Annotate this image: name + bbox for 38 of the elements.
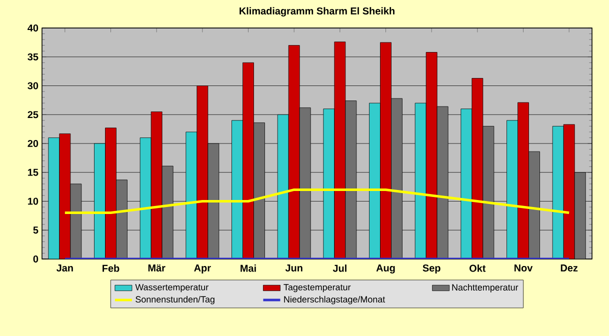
legend-label: Tagestemperatur <box>284 284 351 292</box>
y-tick-label: 5 <box>33 226 38 234</box>
bar <box>48 138 60 260</box>
x-tick-label: Jul <box>332 264 346 272</box>
y-tick-label: 35 <box>28 53 38 60</box>
bar <box>369 102 380 260</box>
bar <box>94 143 106 260</box>
y-tick-label: 30 <box>28 82 38 90</box>
x-tick-label: Apr <box>194 264 211 274</box>
x-tick-label: Feb <box>102 264 120 272</box>
y-tick-label: 20 <box>28 140 38 148</box>
bar <box>186 132 198 260</box>
y-tick-label: 0 <box>33 255 38 263</box>
x-tick-label: Aug <box>376 264 395 274</box>
x-tick-label: Okt <box>470 264 486 272</box>
legend-label: Wassertemperatur <box>135 284 208 292</box>
legend-label: Nachttemperatur <box>452 284 518 292</box>
bar <box>552 126 564 260</box>
x-tick-label: Sep <box>422 264 440 274</box>
bar <box>277 114 289 260</box>
legend-label: Niederschlagstage/Monat <box>284 296 386 304</box>
y-tick-label: 15 <box>28 168 38 176</box>
x-tick-label: Jun <box>285 264 302 272</box>
bar <box>140 138 152 260</box>
x-tick-label: Jan <box>56 264 73 272</box>
bar <box>414 102 426 260</box>
chart-title: Klimadiagramm Sharm El Sheikh <box>240 7 394 17</box>
x-tick-label: Mai <box>240 264 256 272</box>
y-tick-label: 10 <box>28 198 38 205</box>
y-tick-label: 40 <box>28 24 38 32</box>
bar <box>323 108 335 260</box>
x-tick-label: Mär <box>148 264 166 272</box>
x-tick-label: Dez <box>560 264 578 272</box>
x-tick-label: Nov <box>514 264 533 272</box>
y-tick-label: 25 <box>28 111 38 118</box>
legend-label: Sonnenstunden/Tag <box>136 296 214 304</box>
bar <box>232 120 243 260</box>
bar <box>506 120 518 260</box>
